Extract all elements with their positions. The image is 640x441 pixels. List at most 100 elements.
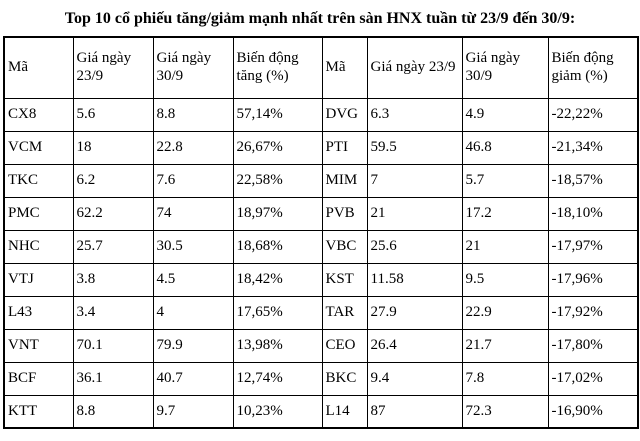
page-title: Top 10 cổ phiếu tăng/giảm mạnh nhất trên…	[64, 10, 576, 27]
loser-code-cell: PTI	[321, 130, 368, 165]
gainer-code-cell: VTJ	[3, 262, 74, 297]
header-gainer-price-30-9: Giá ngày 30/9	[152, 36, 234, 99]
gainer-code-cell: BCF	[3, 361, 74, 396]
gainer-price-23-9-cell: 8.8	[72, 394, 154, 429]
loser-price-23-9-cell: 59.5	[366, 130, 463, 165]
gainer-change-pct-cell: 10,23%	[232, 394, 323, 429]
loser-price-30-9-cell: 4.9	[461, 97, 549, 132]
gainer-price-23-9-cell: 3.8	[72, 262, 154, 297]
loser-price-23-9-cell: 25.6	[366, 229, 463, 264]
loser-code-cell: BKC	[321, 361, 368, 396]
loser-code-cell: L14	[321, 394, 368, 429]
loser-price-23-9-cell: 6.3	[366, 97, 463, 132]
loser-code-cell: KST	[321, 262, 368, 297]
gainer-change-pct-cell: 57,14%	[232, 97, 323, 132]
table-row: NHC 25.7 30.5 18,68% VBC 25.6 21 -17,97%	[3, 229, 639, 264]
page: Top 10 cổ phiếu tăng/giảm mạnh nhất trên…	[3, 10, 639, 430]
loser-price-23-9-cell: 87	[366, 394, 463, 429]
loser-price-23-9-cell: 21	[366, 196, 463, 231]
gainer-change-pct-cell: 18,42%	[232, 262, 323, 297]
loser-code-cell: DVG	[321, 97, 368, 132]
header-loser-code: Mã	[321, 36, 368, 99]
table-row: BCF 36.1 40.7 12,74% BKC 9.4 7.8 -17,02%	[3, 361, 639, 396]
header-loser-change-pct: Biến động giảm (%)	[547, 36, 639, 99]
loser-price-23-9-cell: 7	[366, 163, 463, 198]
loser-code-cell: MIM	[321, 163, 368, 198]
gainer-code-cell: KTT	[3, 394, 74, 429]
gainer-price-30-9-cell: 79.9	[152, 328, 234, 363]
gainer-code-cell: CX8	[3, 97, 74, 132]
gainer-price-30-9-cell: 4.5	[152, 262, 234, 297]
gainer-price-23-9-cell: 62.2	[72, 196, 154, 231]
loser-price-23-9-cell: 27.9	[366, 295, 463, 330]
loser-change-pct-cell: -21,34%	[547, 130, 639, 165]
loser-change-pct-cell: -17,80%	[547, 328, 639, 363]
gainer-price-30-9-cell: 4	[152, 295, 234, 330]
loser-price-30-9-cell: 22.9	[461, 295, 549, 330]
gainer-code-cell: NHC	[3, 229, 74, 264]
table-row: L43 3.4 4 17,65% TAR 27.9 22.9 -17,92%	[3, 295, 639, 330]
gainer-price-23-9-cell: 36.1	[72, 361, 154, 396]
loser-price-30-9-cell: 17.2	[461, 196, 549, 231]
gainer-change-pct-cell: 18,97%	[232, 196, 323, 231]
loser-change-pct-cell: -17,97%	[547, 229, 639, 264]
loser-change-pct-cell: -16,90%	[547, 394, 639, 429]
loser-price-30-9-cell: 7.8	[461, 361, 549, 396]
loser-change-pct-cell: -18,57%	[547, 163, 639, 198]
loser-change-pct-cell: -17,02%	[547, 361, 639, 396]
table-row: TKC 6.2 7.6 22,58% MIM 7 5.7 -18,57%	[3, 163, 639, 198]
table-row: VCM 18 22.8 26,67% PTI 59.5 46.8 -21,34%	[3, 130, 639, 165]
header-row: Mã Giá ngày 23/9 Giá ngày 30/9 Biến động…	[3, 36, 639, 99]
loser-code-cell: VBC	[321, 229, 368, 264]
loser-price-30-9-cell: 72.3	[461, 394, 549, 429]
gainer-code-cell: VNT	[3, 328, 74, 363]
gainer-price-23-9-cell: 3.4	[72, 295, 154, 330]
gainer-change-pct-cell: 18,68%	[232, 229, 323, 264]
stocks-table: Mã Giá ngày 23/9 Giá ngày 30/9 Biến động…	[3, 36, 639, 430]
gainer-price-30-9-cell: 30.5	[152, 229, 234, 264]
loser-price-30-9-cell: 21	[461, 229, 549, 264]
table-row: KTT 8.8 9.7 10,23% L14 87 72.3 -16,90%	[3, 394, 639, 429]
loser-price-30-9-cell: 46.8	[461, 130, 549, 165]
gainer-price-30-9-cell: 7.6	[152, 163, 234, 198]
header-loser-price-23-9: Giá ngày 23/9	[366, 36, 463, 99]
gainer-price-30-9-cell: 8.8	[152, 97, 234, 132]
gainer-change-pct-cell: 13,98%	[232, 328, 323, 363]
gainer-change-pct-cell: 17,65%	[232, 295, 323, 330]
gainer-change-pct-cell: 12,74%	[232, 361, 323, 396]
loser-price-30-9-cell: 21.7	[461, 328, 549, 363]
table-row: VNT 70.1 79.9 13,98% CEO 26.4 21.7 -17,80%	[3, 328, 639, 363]
gainer-price-23-9-cell: 5.6	[72, 97, 154, 132]
loser-price-30-9-cell: 5.7	[461, 163, 549, 198]
loser-price-23-9-cell: 26.4	[366, 328, 463, 363]
gainer-price-23-9-cell: 25.7	[72, 229, 154, 264]
gainer-price-30-9-cell: 74	[152, 196, 234, 231]
header-gainer-change-pct: Biến động tăng (%)	[232, 36, 323, 99]
gainer-code-cell: PMC	[3, 196, 74, 231]
gainer-change-pct-cell: 26,67%	[232, 130, 323, 165]
gainer-code-cell: VCM	[3, 130, 74, 165]
header-loser-price-30-9: Giá ngày 30/9	[461, 36, 549, 99]
stocks-table-body: CX8 5.6 8.8 57,14% DVG 6.3 4.9 -22,22% VCM 18 22.8…	[3, 97, 639, 429]
loser-change-pct-cell: -17,96%	[547, 262, 639, 297]
loser-price-23-9-cell: 9.4	[366, 361, 463, 396]
loser-price-23-9-cell: 11.58	[366, 262, 463, 297]
header-gainer-price-23-9: Giá ngày 23/9	[72, 36, 154, 99]
loser-code-cell: CEO	[321, 328, 368, 363]
gainer-change-pct-cell: 22,58%	[232, 163, 323, 198]
gainer-price-30-9-cell: 22.8	[152, 130, 234, 165]
loser-change-pct-cell: -18,10%	[547, 196, 639, 231]
stocks-table-header: Mã Giá ngày 23/9 Giá ngày 30/9 Biến động…	[3, 36, 639, 99]
loser-change-pct-cell: -17,92%	[547, 295, 639, 330]
header-gainer-code: Mã	[3, 36, 74, 99]
table-row: CX8 5.6 8.8 57,14% DVG 6.3 4.9 -22,22%	[3, 97, 639, 132]
table-row: VTJ 3.8 4.5 18,42% KST 11.58 9.5 -17,96%	[3, 262, 639, 297]
gainer-price-23-9-cell: 70.1	[72, 328, 154, 363]
gainer-price-30-9-cell: 40.7	[152, 361, 234, 396]
loser-price-30-9-cell: 9.5	[461, 262, 549, 297]
loser-code-cell: TAR	[321, 295, 368, 330]
gainer-code-cell: TKC	[3, 163, 74, 198]
gainer-price-23-9-cell: 18	[72, 130, 154, 165]
loser-code-cell: PVB	[321, 196, 368, 231]
gainer-price-30-9-cell: 9.7	[152, 394, 234, 429]
